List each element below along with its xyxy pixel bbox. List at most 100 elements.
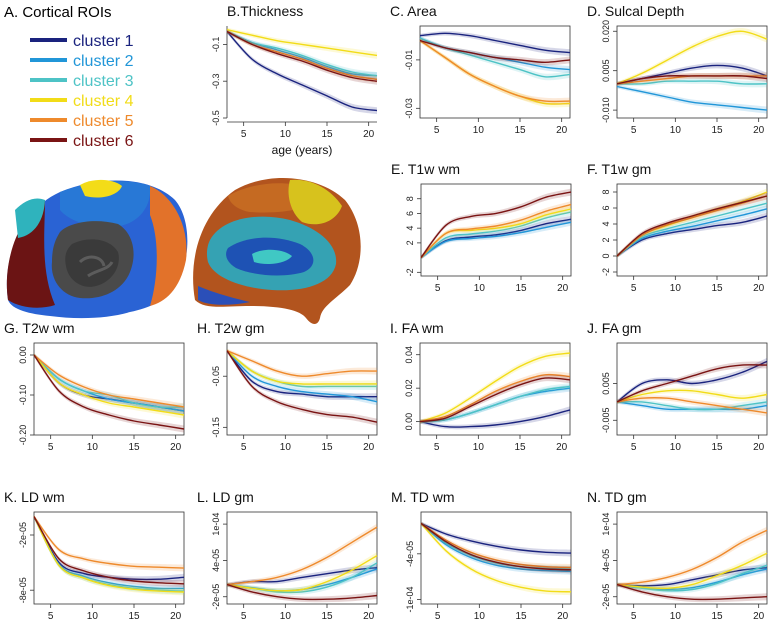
x-tick-label: 10 xyxy=(474,611,486,622)
y-tick-label: 0.00 xyxy=(404,413,414,431)
plot-frame xyxy=(616,183,768,277)
y-tick-label: -0.5 xyxy=(211,110,221,126)
x-tick-label: 20 xyxy=(363,442,375,453)
chart-title: B.Thickness xyxy=(227,3,303,19)
x-tick-label: 5 xyxy=(48,611,54,622)
ci-band-1 xyxy=(227,348,377,401)
series-line-cluster-2 xyxy=(616,85,768,111)
y-tick-label: -1e-04 xyxy=(405,586,415,612)
y-tick-label: 4e-05 xyxy=(211,549,221,572)
y-tick-label: -8e-05 xyxy=(18,577,28,603)
chart-f: F. T1w gm 5 10 15 20 -2 0 2 4 6 8 xyxy=(587,161,768,294)
ci-band-1 xyxy=(227,29,377,115)
ci-band-4 xyxy=(34,353,184,419)
x-tick-label: 20 xyxy=(753,611,765,622)
x-tick-label: 10 xyxy=(280,611,292,622)
chart-title: H. T2w gm xyxy=(197,320,264,336)
y-tick-label: -0.20 xyxy=(18,425,28,446)
y-tick-label: -0.15 xyxy=(211,417,221,438)
ci-band-5 xyxy=(617,192,767,258)
plot-frame xyxy=(616,511,768,605)
plot-frame xyxy=(419,25,571,119)
x-tick-label: 20 xyxy=(363,129,375,140)
x-tick-label: 15 xyxy=(321,129,333,140)
x-tick-label: 20 xyxy=(556,442,568,453)
ci-band-6 xyxy=(420,374,570,424)
series-line-cluster-4 xyxy=(616,389,768,403)
series-line-cluster-6 xyxy=(420,522,572,571)
x-tick-label: 10 xyxy=(670,125,682,136)
y-tick-label: 6 xyxy=(405,211,415,216)
x-tick-label: 15 xyxy=(128,611,140,622)
y-tick-label: 4 xyxy=(405,226,415,231)
plot-frame xyxy=(33,342,185,436)
x-tick-label: 15 xyxy=(321,442,333,453)
x-tick-label: 15 xyxy=(514,125,526,136)
y-tick-label: -0.10 xyxy=(18,385,28,406)
series-line-cluster-1 xyxy=(420,522,572,554)
y-tick-label: 1e-04 xyxy=(211,513,221,536)
series-line-cluster-5 xyxy=(419,39,571,103)
series-line-cluster-5 xyxy=(226,526,378,586)
chart-i: I. FA wm 5 10 15 20 0.00 0.02 0.04 xyxy=(390,320,571,453)
chart-title: J. FA gm xyxy=(587,320,641,336)
x-tick-label: 10 xyxy=(474,283,486,294)
chart-title: I. FA wm xyxy=(390,320,444,336)
x-tick-label: 15 xyxy=(515,611,527,622)
ci-band-2 xyxy=(227,348,377,406)
series-line-cluster-1 xyxy=(419,409,571,428)
brain-lateral-view xyxy=(6,179,188,319)
plot-frame xyxy=(33,511,185,605)
series-line-cluster-5 xyxy=(420,203,572,259)
x-tick-label: 10 xyxy=(473,125,485,136)
plot-frame xyxy=(616,342,768,436)
chart-g: G. T2w wm 5 10 15 20 0.00 -0.10 -0.20 xyxy=(4,320,185,453)
y-tick-label: -0.010 xyxy=(601,97,611,123)
chart-title: M. TD wm xyxy=(391,489,455,505)
ci-band-6 xyxy=(34,514,184,588)
ci-band-2 xyxy=(617,565,767,592)
brain-medial-view xyxy=(193,177,361,324)
series-line-cluster-4 xyxy=(419,352,571,423)
series-line-cluster-5 xyxy=(616,529,768,586)
series-line-cluster-6 xyxy=(419,39,571,64)
series-line-cluster-1 xyxy=(616,215,768,257)
legend-label-1: cluster 1 xyxy=(73,33,134,50)
series-line-cluster-4 xyxy=(226,350,377,385)
y-tick-label: -2 xyxy=(405,268,415,276)
x-tick-label: 5 xyxy=(48,442,54,453)
x-tick-label: 5 xyxy=(435,611,441,622)
plot-frame xyxy=(420,511,572,605)
chart-c: C. Area 5 10 15 20 -0.01 -0.03 xyxy=(390,3,571,136)
y-tick-label: 0 xyxy=(601,253,611,258)
ci-band-6 xyxy=(420,38,570,66)
series-line-cluster-5 xyxy=(419,373,571,423)
x-tick-label: 20 xyxy=(753,283,765,294)
y-tick-label: -0.05 xyxy=(211,366,221,387)
series-line-cluster-2 xyxy=(616,208,768,257)
y-tick-label: 4e-05 xyxy=(601,549,611,572)
chart-title: K. LD wm xyxy=(4,489,65,505)
ci-band-5 xyxy=(227,348,377,379)
cluster-legend: cluster 1 cluster 2 cluster 3 cluster 4 clus… xyxy=(30,33,134,150)
y-tick-label: 0.020 xyxy=(601,20,611,43)
y-tick-label: -2e-05 xyxy=(601,584,611,610)
chart-title: C. Area xyxy=(390,3,437,19)
ci-band-3 xyxy=(617,199,767,258)
x-tick-label: 20 xyxy=(753,125,765,136)
x-tick-label: 5 xyxy=(435,283,441,294)
series-line-cluster-4 xyxy=(420,522,572,593)
ci-band-4 xyxy=(34,514,184,596)
ci-band-4 xyxy=(420,349,570,424)
chart-k: K. LD wm 5 10 15 20 -2e-05 -8e-05 xyxy=(4,489,185,622)
series-line-cluster-3 xyxy=(419,385,571,423)
y-tick-label: -2e-05 xyxy=(211,584,221,610)
x-tick-label: 15 xyxy=(514,442,526,453)
x-tick-label: 20 xyxy=(557,283,569,294)
series-line-cluster-5 xyxy=(226,350,378,377)
series-line-cluster-4 xyxy=(616,552,768,590)
y-tick-label: 0.00 xyxy=(18,346,28,364)
x-tick-label: 5 xyxy=(241,442,247,453)
chart-j: J. FA gm 5 10 15 20 0.005 -0.005 xyxy=(587,320,768,453)
ci-band-1 xyxy=(617,62,767,86)
